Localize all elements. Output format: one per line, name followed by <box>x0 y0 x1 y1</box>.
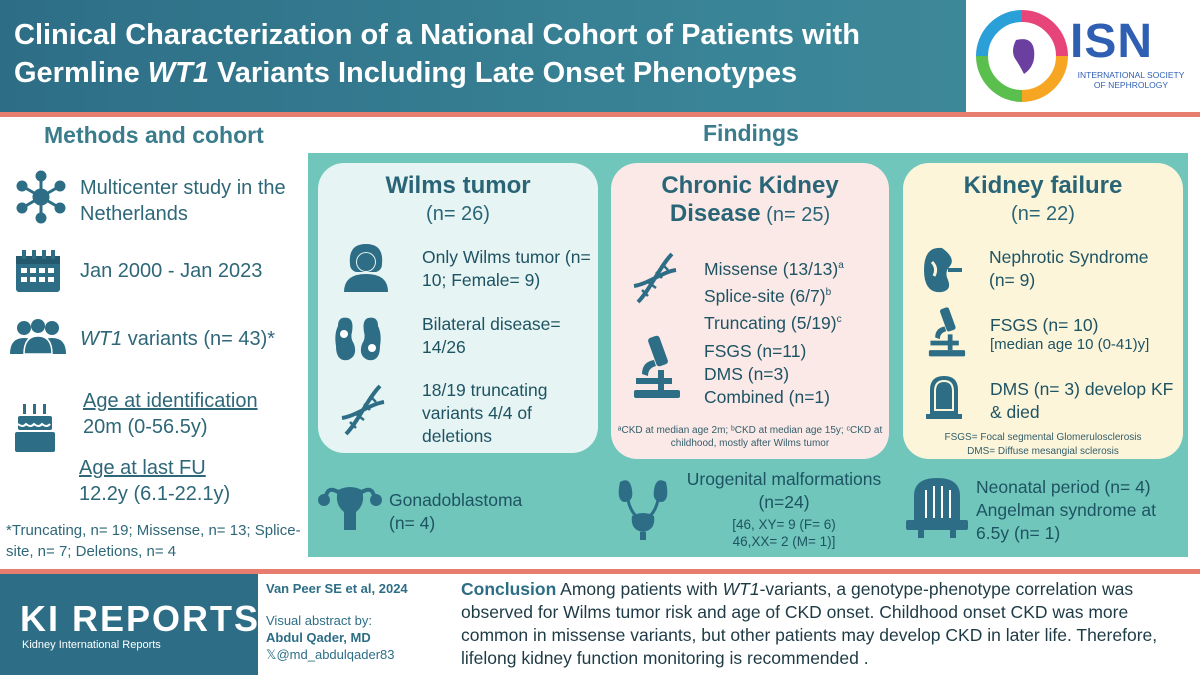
title-line-2-gene: WT1 <box>147 57 209 89</box>
ckd-dms: DMS (n=3) <box>704 364 790 384</box>
people-icon <box>10 319 66 354</box>
urogenital-title: Urogenital malformations (n=24) <box>686 469 882 512</box>
urinary-tract-icon <box>618 480 668 540</box>
ckd-missense-sup: a <box>838 260 844 271</box>
citation: Van Peer SE et al, 2024 <box>266 581 408 596</box>
findings-heading: Findings <box>703 120 799 146</box>
wilms-count: (n= 26) <box>426 203 490 225</box>
ckd-variant-list: Missense (13/13)a Splice-site (6/7)b Tru… <box>704 254 884 334</box>
ckd-truncating-text: Truncating (5/19) <box>704 312 837 333</box>
author: Abdul Qader, MD <box>266 630 371 645</box>
divider-bottom <box>0 569 1200 574</box>
gonadoblastoma-text: Gonadoblastoma (n= 4) <box>389 490 523 533</box>
journal-logo: KI REPORTS <box>20 598 261 639</box>
wilms-item-truncating: 18/19 truncating variants 4/4 of deletio… <box>422 380 548 446</box>
incubator-icon <box>906 478 968 538</box>
conclusion-text: Conclusion Among patients with WT1-varia… <box>461 578 1191 670</box>
ckd-title-line-1: Chronic Kidney <box>661 172 839 199</box>
kf-nephrotic: Nephrotic Syndrome (n= 9) <box>989 247 1149 290</box>
uterus-icon <box>318 487 382 530</box>
variants-count: variants (n= 43)* <box>122 328 276 350</box>
age-fu-label: Age at last FU <box>79 457 206 479</box>
dna-icon <box>633 252 677 304</box>
visual-abstract-label: Visual abstract by: <box>266 613 372 628</box>
kidney-icon <box>924 247 962 293</box>
page-title: Clinical Characterization of a National … <box>14 16 964 92</box>
ckd-splice-text: Splice-site (6/7) <box>704 285 826 306</box>
isn-logo-icon <box>976 10 1068 102</box>
urogenital-xx: 46,XX= 2 (M= 1)] <box>732 534 836 549</box>
divider-top <box>0 112 1200 117</box>
kf-title: Kidney failure <box>963 172 1123 199</box>
methods-footnote: *Truncating, n= 19; Missense, n= 13; Spl… <box>6 522 301 560</box>
ckd-footnote: ᵃCKD at median age 2m; ᵇCKD at median ag… <box>617 425 883 449</box>
ckd-combined: Combined (n=1) <box>704 387 830 407</box>
age-fu-value: 12.2y (6.1-22.1y) <box>79 483 231 505</box>
urogenital-xy: [46, XY= 9 (F= 6) <box>732 517 836 532</box>
age-identification-label: Age at identification <box>83 390 258 412</box>
kf-dms: DMS (n= 3) develop KF & died <box>990 379 1174 422</box>
microscope-icon <box>634 335 680 398</box>
title-line-2-pre: Germline <box>14 57 148 89</box>
female-patient-icon <box>344 244 388 292</box>
calendar-icon <box>16 250 60 292</box>
ckd-truncating: Truncating (5/19)c <box>704 308 884 335</box>
wilms-item-bilateral: Bilateral disease= 14/26 <box>422 314 561 357</box>
wilms-item-only: Only Wilms tumor (n= 10; Female= 9) <box>422 247 591 290</box>
ckd-missense-text: Missense (13/13) <box>704 258 839 279</box>
kf-abbr-dms: DMS= Diffuse mesangial sclerosis <box>967 446 1119 457</box>
network-icon <box>16 170 66 224</box>
ckd-title-line-2: Disease (n= 25) <box>611 200 889 228</box>
ckd-pathology-list: FSGS (n=11) DMS (n=3) Combined (n=1) <box>704 340 884 409</box>
journal-panel <box>0 574 258 675</box>
microscope-icon <box>928 307 966 357</box>
ckd-count: (n= 25) <box>760 204 831 226</box>
logo-text: ISN <box>1070 15 1154 68</box>
variants-text: WT1 variants (n= 43)* <box>80 326 275 352</box>
author-handle[interactable]: 𝕏@md_abdulqader83 <box>266 647 395 662</box>
tombstone-icon <box>926 376 962 419</box>
variants-gene: WT1 <box>80 328 123 350</box>
ckd-card <box>611 163 889 459</box>
title-line-2-post: Variants Including Late Onset Phenotypes <box>209 57 798 89</box>
kidney-tumor-icon <box>335 317 381 361</box>
ckd-splice-sup: b <box>825 286 832 298</box>
conclusion-pre: Among patients with <box>556 579 723 599</box>
study-text: Multicenter study in the Netherlands <box>80 177 286 225</box>
kf-fsgs-median: [median age 10 (0-41)y] <box>990 336 1150 353</box>
kf-fsgs: FSGS (n= 10) <box>990 315 1099 335</box>
neonatal-text: Neonatal period (n= 4) Angelman syndrome… <box>976 477 1156 543</box>
ckd-splice: Splice-site (6/7)b <box>704 281 884 308</box>
dna-icon <box>341 384 385 436</box>
cake-icon <box>15 404 55 452</box>
conclusion-gene: WT1 <box>722 579 760 599</box>
ckd-truncating-sup: c <box>836 313 842 325</box>
age-identification-value: 20m (0-56.5y) <box>83 416 208 438</box>
conclusion-body: -variants, a genotype-phenotype correlat… <box>461 579 1158 668</box>
kf-abbr-fsgs: FSGS= Focal segmental Glomerulosclerosis <box>944 432 1142 443</box>
journal-subtitle: Kidney International Reports <box>22 639 161 651</box>
ckd-missense: Missense (13/13)a <box>704 254 884 281</box>
title-line-2: Germline WT1 Variants Including Late Ons… <box>14 54 964 92</box>
logo-subtitle: INTERNATIONAL SOCIETY OF NEPHROLOGY <box>1077 70 1185 90</box>
period-text: Jan 2000 - Jan 2023 <box>80 260 263 282</box>
urogenital-detail: [46, XY= 9 (F= 6) 46,XX= 2 (M= 1)] <box>676 516 892 550</box>
kf-count: (n= 22) <box>1011 203 1075 225</box>
wilms-title: Wilms tumor <box>385 172 531 199</box>
conclusion-label: Conclusion <box>461 579 557 599</box>
methods-heading: Methods and cohort <box>44 122 264 148</box>
title-line-1: Clinical Characterization of a National … <box>14 19 860 51</box>
ckd-fsgs: FSGS (n=11) <box>704 341 807 361</box>
ckd-title-word: Disease <box>669 200 761 227</box>
